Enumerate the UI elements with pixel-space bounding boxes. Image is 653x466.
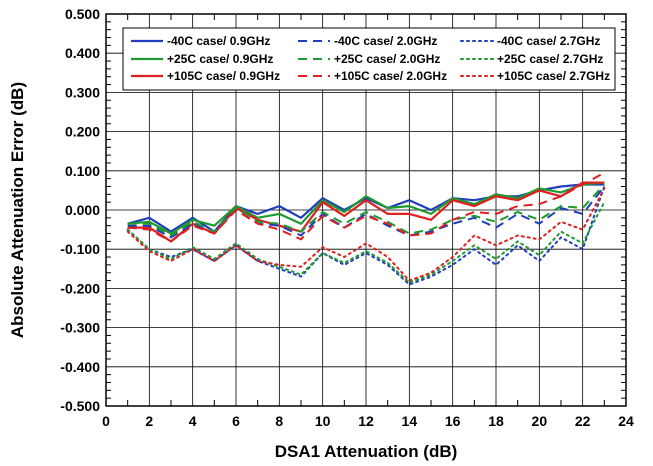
- series-line-6: [127, 171, 605, 243]
- y-tick-label: -0.200: [60, 280, 100, 296]
- x-tick-label: 18: [488, 413, 504, 429]
- legend-label-9: +105C case/ 2.7GHz: [497, 69, 610, 83]
- y-tick-label: -0.400: [60, 359, 100, 375]
- y-tick-label: 0.000: [65, 202, 100, 218]
- x-tick-label: 16: [445, 413, 461, 429]
- x-tick-label: 6: [232, 413, 240, 429]
- series-line-9: [126, 187, 606, 282]
- x-tick-label: 22: [575, 413, 591, 429]
- series-layer: [126, 171, 606, 286]
- y-axis-title: Absolute Attenuation Error (dB): [8, 82, 27, 338]
- legend-label-1: -40C case/ 0.9GHz: [167, 34, 270, 48]
- x-tick-labels: 0 2 4 6 8 10 12 14 16 18 20 22 24: [102, 413, 634, 429]
- series-line-5: [127, 183, 606, 237]
- y-tick-label: 0.300: [65, 84, 100, 100]
- x-tick-label: 4: [189, 413, 197, 429]
- x-tick-label: 10: [315, 413, 331, 429]
- series-line-4: [127, 185, 606, 239]
- legend-label-7: -40C case/ 2.7GHz: [497, 34, 600, 48]
- x-tick-label: 20: [532, 413, 548, 429]
- legend-label-4: -40C case/ 2.0GHz: [334, 34, 437, 48]
- legend-label-3: +105C case/ 0.9GHz: [167, 69, 280, 83]
- legend-label-6: +105C case/ 2.0GHz: [334, 69, 447, 83]
- x-tick-label: 24: [618, 413, 634, 429]
- x-tick-label: 8: [275, 413, 283, 429]
- y-tick-label: -0.300: [60, 320, 100, 336]
- legend-box: [122, 27, 616, 91]
- series-line-7: [126, 185, 606, 286]
- x-tick-label: 14: [402, 413, 418, 429]
- series-line-2: [127, 181, 605, 235]
- x-axis-title: DSA1 Attenuation (dB): [275, 442, 458, 461]
- y-tick-label: 0.200: [65, 124, 100, 140]
- x-tick-label: 12: [358, 413, 374, 429]
- y-tick-labels: 0.500 0.400 0.300 0.200 0.100 0.000 -0.100 -0.2…: [60, 6, 100, 414]
- y-tick-label: -0.500: [60, 398, 100, 414]
- plot-frame: [105, 13, 627, 407]
- legend: -40C case/ 0.9GHz +25C case/ 0.9GHz +105C …: [131, 34, 610, 83]
- legend-label-5: +25C case/ 2.0GHz: [334, 52, 440, 66]
- legend-label-2: +25C case/ 0.9GHz: [167, 52, 273, 66]
- y-tick-label: 0.500: [65, 6, 100, 22]
- x-tick-label: 2: [145, 413, 153, 429]
- y-tick-label: -0.100: [60, 241, 100, 257]
- legend-label-8: +25C case/ 2.7GHz: [497, 52, 603, 66]
- series-line-3: [127, 181, 605, 243]
- x-tick-label: 0: [102, 413, 110, 429]
- y-tick-label: 0.400: [65, 45, 100, 61]
- y-tick-label: 0.100: [65, 163, 100, 179]
- minor-ticks: [106, 14, 626, 406]
